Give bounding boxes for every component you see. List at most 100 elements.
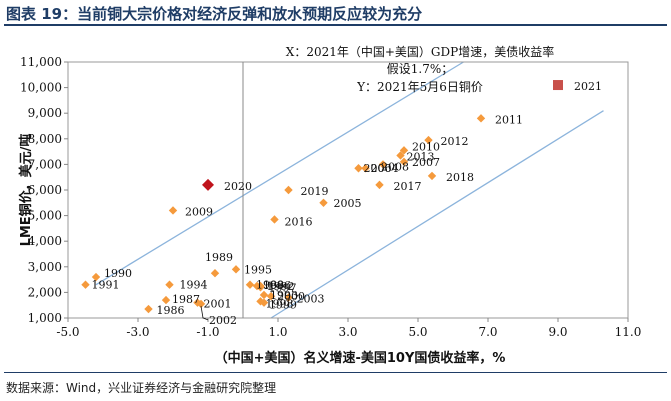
point-1990 — [91, 272, 101, 282]
point-1991 — [81, 280, 90, 289]
x-axis-label: （中国+美国）名义增速-美国10Y国债收益率，% — [215, 350, 506, 366]
y-tick-label: 8,000 — [28, 132, 62, 146]
point-2006 — [354, 164, 363, 173]
source-note: 数据来源：Wind，兴业证券经济与金融研究院整理 — [6, 381, 277, 395]
axes: -5.0 -3.0 -1.0 1.0 3.0 5.0 7.0 9.0 11.0 1,000 2,00… — [20, 55, 641, 339]
point-2005 — [319, 198, 328, 207]
point-label-2011: 2011 — [495, 113, 523, 126]
point-label-2009: 2009 — [185, 205, 213, 218]
point-label-1996: 1996 — [263, 279, 291, 292]
point-label-1989: 1989 — [205, 251, 233, 264]
x-tick-label: 5.0 — [408, 325, 427, 339]
point-label-2003: 2003 — [297, 293, 325, 306]
point-label-2013: 2013 — [407, 150, 435, 163]
point-2017 — [375, 180, 384, 190]
point-2002 — [196, 299, 206, 309]
point-1986 — [144, 304, 153, 314]
point-2010 — [399, 146, 409, 155]
point-2008 — [378, 160, 388, 169]
x-tick-label: -3.0 — [126, 325, 149, 339]
annotation-line-3: Y：2021年5月6日铜价 — [356, 79, 483, 94]
point-2021 — [553, 80, 563, 91]
point-label-2007: 2007 — [412, 156, 440, 169]
point-label-1991: 1991 — [92, 279, 120, 292]
point-2011 — [476, 114, 486, 123]
leader-line-2002 — [200, 305, 209, 321]
annotation-line-1: X：2021年（中国+美国）GDP增速，美债收益率 — [286, 44, 554, 59]
point-2007 — [399, 157, 409, 167]
x-tick-label: 1.0 — [268, 325, 287, 339]
point-1988 — [245, 280, 255, 289]
point-label-1986: 1986 — [157, 304, 185, 317]
band-lines — [95, 61, 604, 319]
x-tick-label: 9.0 — [548, 325, 567, 339]
x-tick-label: -5.0 — [56, 325, 79, 339]
point-1987 — [161, 295, 171, 305]
point-2004 — [361, 164, 370, 173]
point-1989 — [210, 269, 220, 278]
point-label-1999: 1999 — [269, 299, 297, 312]
y-tick-label: 6,000 — [28, 183, 62, 197]
point-label-1998: 1998 — [266, 297, 294, 310]
band-line-lower — [270, 110, 604, 319]
point-label-2019: 2019 — [301, 185, 329, 198]
y-tick-label: 10,000 — [20, 81, 62, 95]
point-label-1988: 1988 — [256, 279, 284, 292]
point-1999 — [259, 298, 269, 307]
y-tick-label: 4,000 — [28, 234, 62, 248]
point-label-2021: 2021 — [574, 80, 602, 93]
scatter-chart: -5.0 -3.0 -1.0 1.0 3.0 5.0 7.0 9.0 11.0 1,000 2,00… — [18, 44, 641, 366]
point-label-2000: 2000 — [277, 290, 305, 303]
point-label-1987: 1987 — [172, 293, 200, 306]
point-1993 — [259, 290, 269, 300]
point-label-2017: 2017 — [394, 180, 422, 193]
point-label-2018: 2018 — [446, 171, 474, 184]
point-label-1994: 1994 — [180, 279, 208, 292]
point-label-2002: 2002 — [209, 314, 237, 327]
point-label-1997: 1997 — [269, 281, 297, 294]
point-label-2020: 2020 — [224, 180, 252, 193]
point-2009 — [168, 206, 178, 215]
point-label-2010: 2010 — [412, 140, 440, 153]
y-axis-label: LME铜价，美元/吨 — [18, 134, 34, 247]
point-2018 — [427, 171, 437, 181]
point-2019 — [284, 185, 293, 195]
point-1994 — [165, 280, 174, 289]
band-line-upper — [95, 61, 464, 286]
point-label-2004: 2004 — [371, 162, 399, 175]
y-tick-label: 2,000 — [28, 285, 62, 299]
point-label-2012: 2012 — [441, 135, 469, 148]
point-2016 — [270, 215, 279, 224]
annotation-line-2: 假设1.7%； — [387, 62, 454, 76]
x-tick-label: 11.0 — [615, 325, 642, 339]
y-tick-label: 9,000 — [28, 106, 62, 120]
point-label-1993: 1993 — [270, 289, 298, 302]
point-label-2006: 2006 — [364, 162, 392, 175]
y-tick-label: 11,000 — [20, 55, 62, 69]
point-label-1992: 1992 — [267, 280, 295, 293]
x-tick-label: 3.0 — [338, 325, 357, 339]
point-label-2016: 2016 — [285, 215, 313, 228]
plot-frame — [67, 61, 629, 319]
point-1995 — [231, 265, 241, 274]
x-tick-label: 7.0 — [478, 325, 497, 339]
point-1997 — [256, 283, 265, 292]
point-2000 — [266, 292, 276, 301]
point-2003 — [284, 293, 293, 302]
chart-title: 图表 19：当前铜大宗价格对经济反弹和放水预期反应较为充分 — [6, 5, 423, 23]
title-divider — [4, 24, 667, 26]
y-tick-label: 3,000 — [28, 260, 62, 274]
point-label-1990: 1990 — [104, 267, 132, 280]
point-label-1995: 1995 — [244, 263, 272, 276]
data-points — [81, 80, 563, 314]
point-label-2001: 2001 — [204, 298, 232, 311]
point-label-2005: 2005 — [334, 197, 362, 210]
point-2012 — [424, 135, 433, 145]
x-tick-label: -1.0 — [196, 325, 219, 339]
point-label-2008: 2008 — [381, 160, 409, 173]
y-tick-label: 7,000 — [28, 157, 62, 171]
y-tick-label: 5,000 — [28, 209, 62, 223]
source-divider — [4, 372, 667, 373]
y-tick-label: 1,000 — [28, 311, 62, 325]
